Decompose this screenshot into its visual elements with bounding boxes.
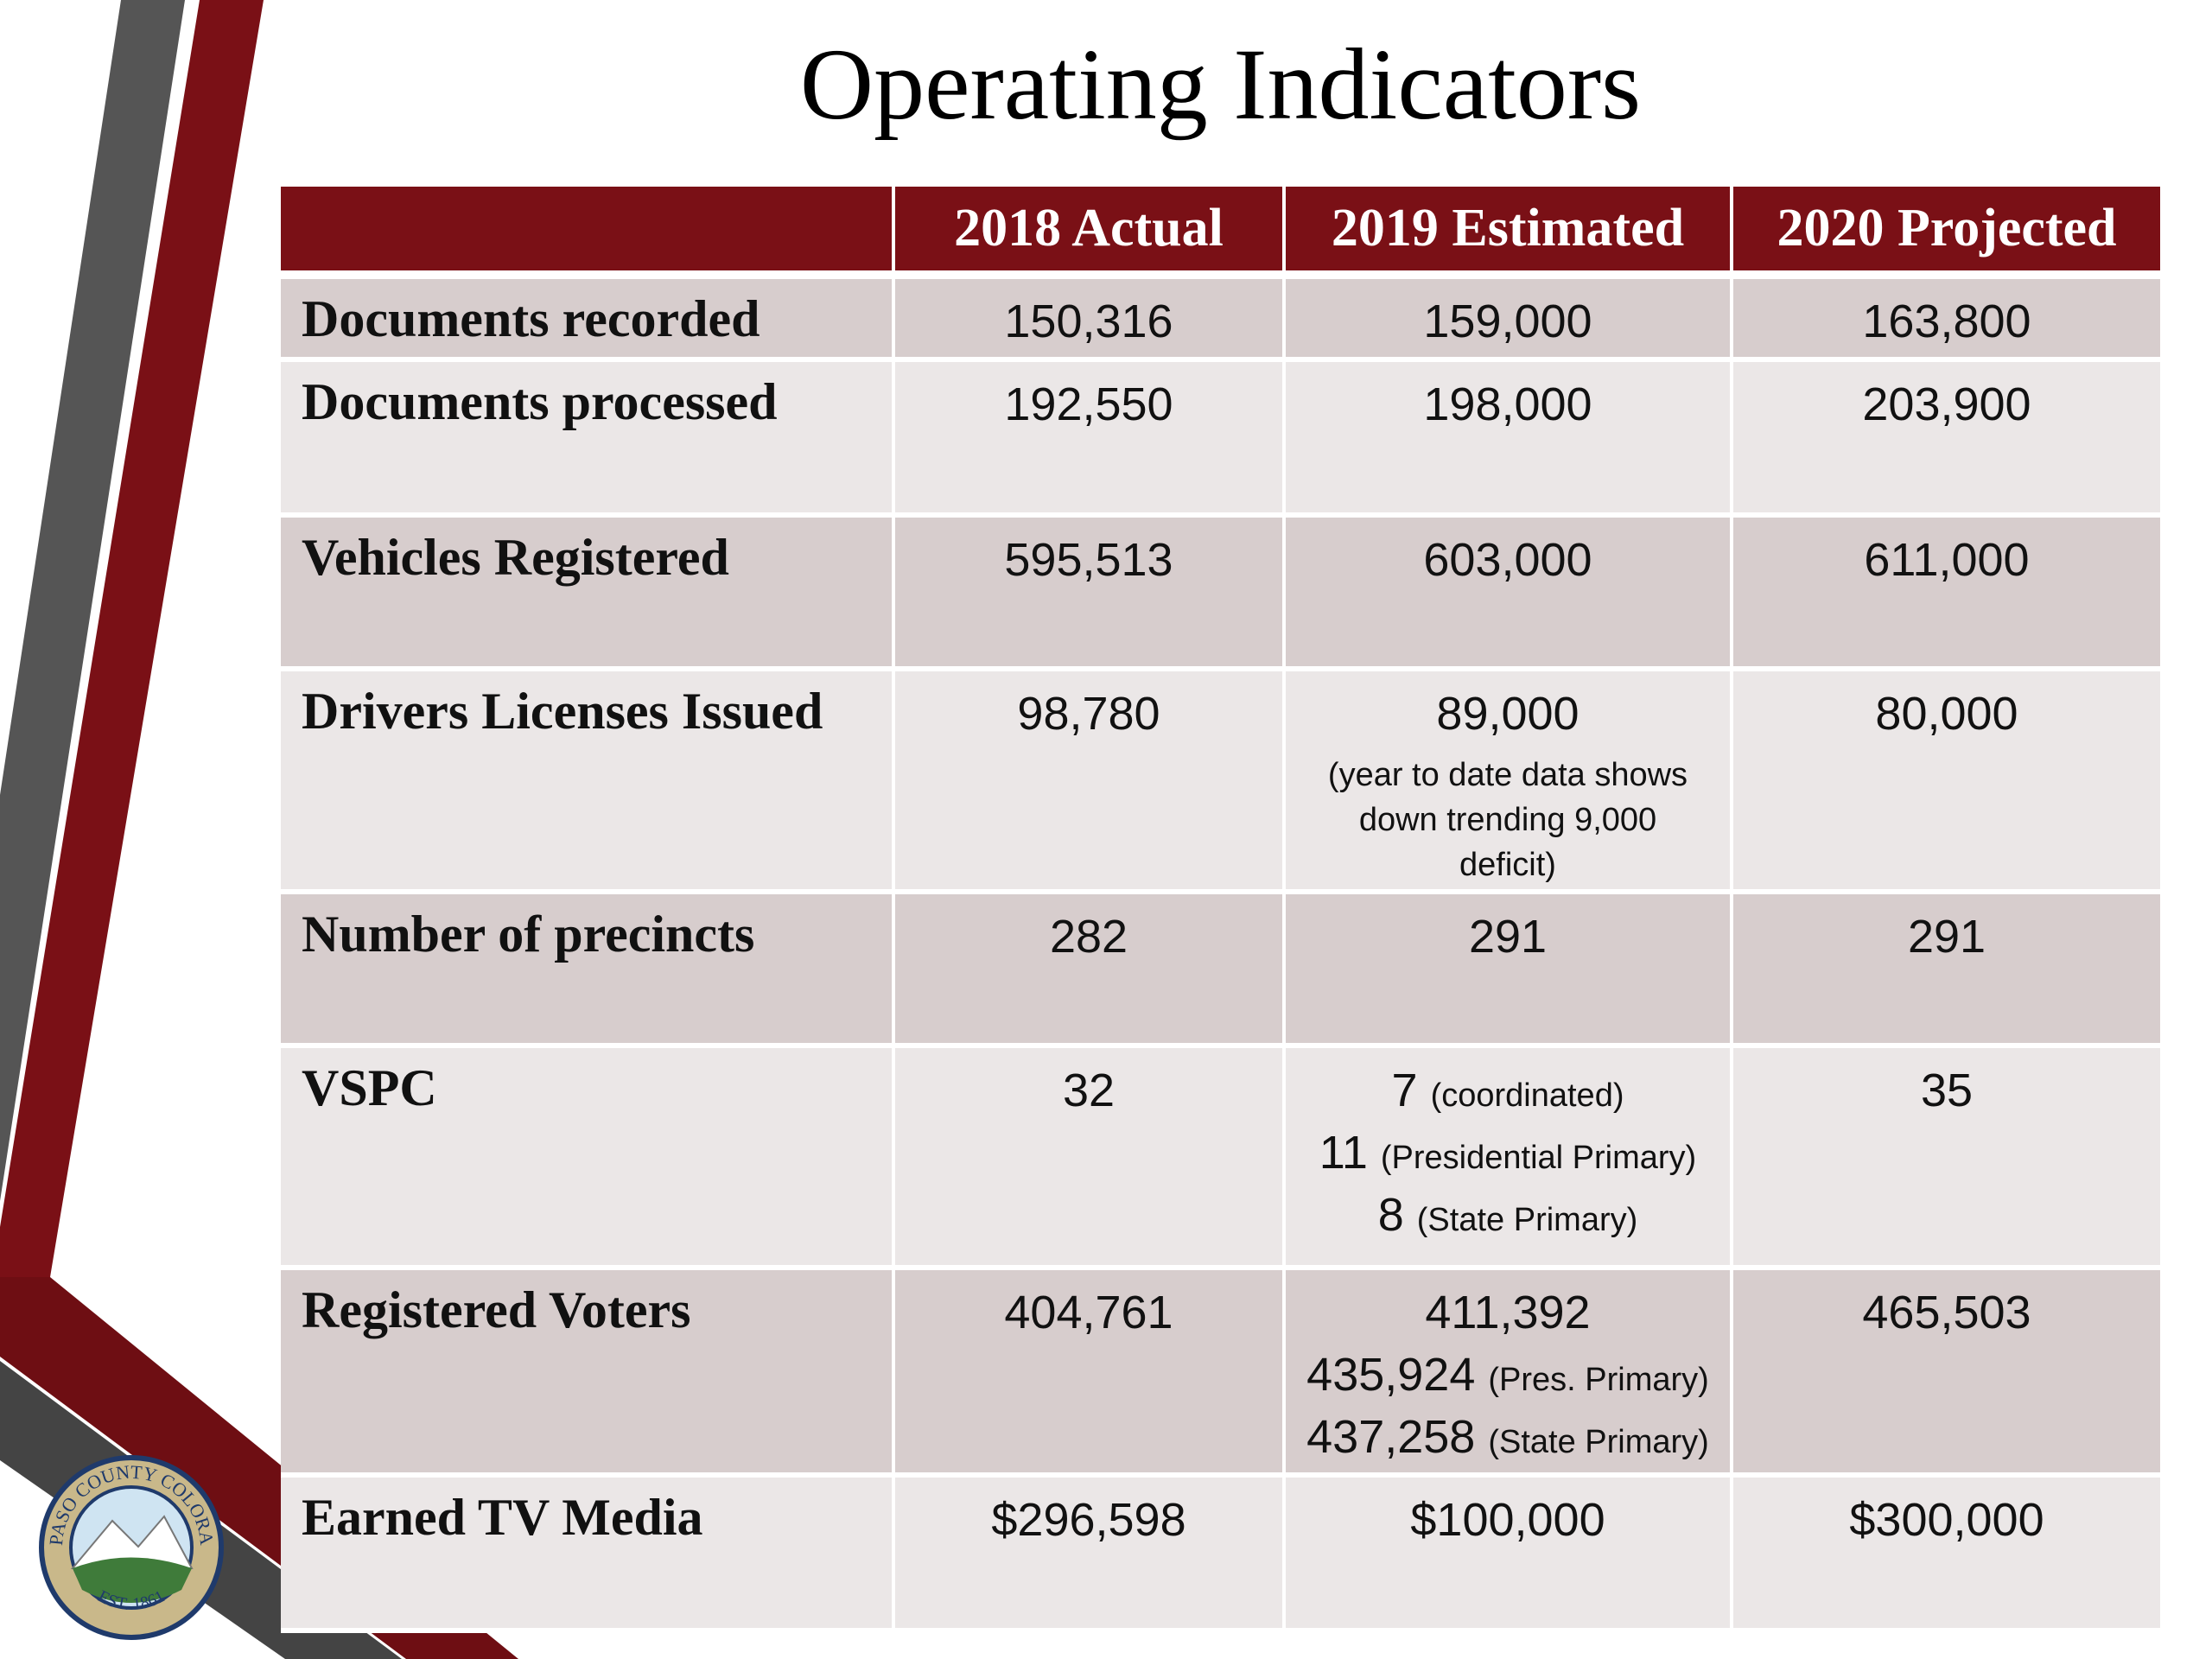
cell: 595,513 xyxy=(892,515,1284,671)
cell-value: 437,258 xyxy=(1306,1411,1476,1463)
header-cell: 2020 Projected xyxy=(1730,187,2160,279)
cell-line: 411,392 xyxy=(1286,1286,1730,1339)
cell: $296,598 xyxy=(892,1475,1284,1633)
table: 2018 Actual 2019 Estimated 2020 Projected … xyxy=(281,187,2160,1633)
row: Earned TV Media $296,598 $100,000 $300,000 xyxy=(281,1475,2160,1633)
cell: 465,503 xyxy=(1730,1268,2160,1478)
row-label: VSPC xyxy=(281,1046,893,1270)
cell: 35 xyxy=(1730,1046,2160,1270)
cell-note: (Presidential Primary) xyxy=(1380,1140,1697,1176)
cell: 192,550 xyxy=(892,359,1284,518)
header-cell: 2018 Actual xyxy=(892,187,1284,279)
cell: 411,392 435,924 (Pres. Primary) 437,258 (S… xyxy=(1282,1268,1732,1478)
row: VSPC 32 7 (coordinated) 11 (Presidential Pr… xyxy=(281,1046,2160,1270)
cell: 80,000 xyxy=(1730,669,2160,894)
cell: 291 xyxy=(1282,892,1732,1048)
cell-line: 7 (coordinated) xyxy=(1286,1064,1730,1117)
row-label: Vehicles Registered xyxy=(281,515,893,671)
cell: 291 xyxy=(1730,892,2160,1048)
cell: 150,316 xyxy=(892,275,1284,362)
row: Documents processed 192,550 198,000 203,900 xyxy=(281,359,2160,518)
row-label: Drivers Licenses Issued xyxy=(281,669,893,894)
row: Documents recorded 150,316 159,000 163,800 xyxy=(281,275,2160,362)
cell-line: 89,000 xyxy=(1286,687,1730,741)
cell-value: 89,000 xyxy=(1436,688,1580,740)
cell-note: (Pres. Primary) xyxy=(1488,1362,1709,1398)
cell: 32 xyxy=(892,1046,1284,1270)
gray-stripe xyxy=(0,0,185,1201)
row: Registered Voters 404,761 411,392 435,924 (… xyxy=(281,1268,2160,1478)
cell: $300,000 xyxy=(1730,1475,2160,1633)
cell-line: (year to date data shows down trending 9… xyxy=(1286,749,1730,887)
cell-note: (year to date data shows down trending 9… xyxy=(1327,757,1688,883)
cell-note: (State Primary) xyxy=(1416,1202,1638,1238)
cell: 7 (coordinated) 11 (Presidential Primary)… xyxy=(1282,1046,1732,1270)
cell: 404,761 xyxy=(892,1268,1284,1478)
cell-value: 8 xyxy=(1377,1189,1404,1241)
title: Operating Indicators xyxy=(799,28,1642,141)
cell-note: (State Primary) xyxy=(1488,1424,1709,1460)
row-label: Number of precincts xyxy=(281,892,893,1048)
header-cell xyxy=(281,187,893,279)
cell-value: 411,392 xyxy=(1425,1287,1591,1338)
red-stripe xyxy=(0,0,264,1277)
cell-line: 437,258 (State Primary) xyxy=(1286,1410,1730,1464)
header-row: 2018 Actual 2019 Estimated 2020 Projected xyxy=(281,187,2160,279)
cell: 98,780 xyxy=(892,669,1284,894)
cell: 603,000 xyxy=(1282,515,1732,671)
cell: 159,000 xyxy=(1282,275,1732,362)
cell: 198,000 xyxy=(1282,359,1732,518)
row-label: Documents processed xyxy=(281,359,893,518)
cell-value: 11 xyxy=(1319,1127,1368,1179)
cell-line: 435,924 (Pres. Primary) xyxy=(1286,1348,1730,1402)
row: Vehicles Registered 595,513 603,000 611,000 xyxy=(281,515,2160,671)
cell-line: 8 (State Primary) xyxy=(1286,1188,1730,1242)
cell: 203,900 xyxy=(1730,359,2160,518)
row-label: Earned TV Media xyxy=(281,1475,893,1633)
cell: $100,000 xyxy=(1282,1475,1732,1633)
row-label: Registered Voters xyxy=(281,1268,893,1478)
row-label: Documents recorded xyxy=(281,275,893,362)
row: Number of precincts 282 291 291 xyxy=(281,892,2160,1048)
row: Drivers Licenses Issued 98,780 89,000 (year… xyxy=(281,669,2160,894)
cell-value: 7 xyxy=(1391,1065,1418,1116)
cell-note: (coordinated) xyxy=(1430,1077,1624,1114)
cell: 282 xyxy=(892,892,1284,1048)
header-cell: 2019 Estimated xyxy=(1282,187,1732,279)
cell-value: 435,924 xyxy=(1306,1349,1476,1401)
cell: 89,000 (year to date data shows down tren… xyxy=(1282,669,1732,894)
cell-line: 11 (Presidential Primary) xyxy=(1286,1126,1730,1179)
cell: 611,000 xyxy=(1730,515,2160,671)
cell: 163,800 xyxy=(1730,275,2160,362)
